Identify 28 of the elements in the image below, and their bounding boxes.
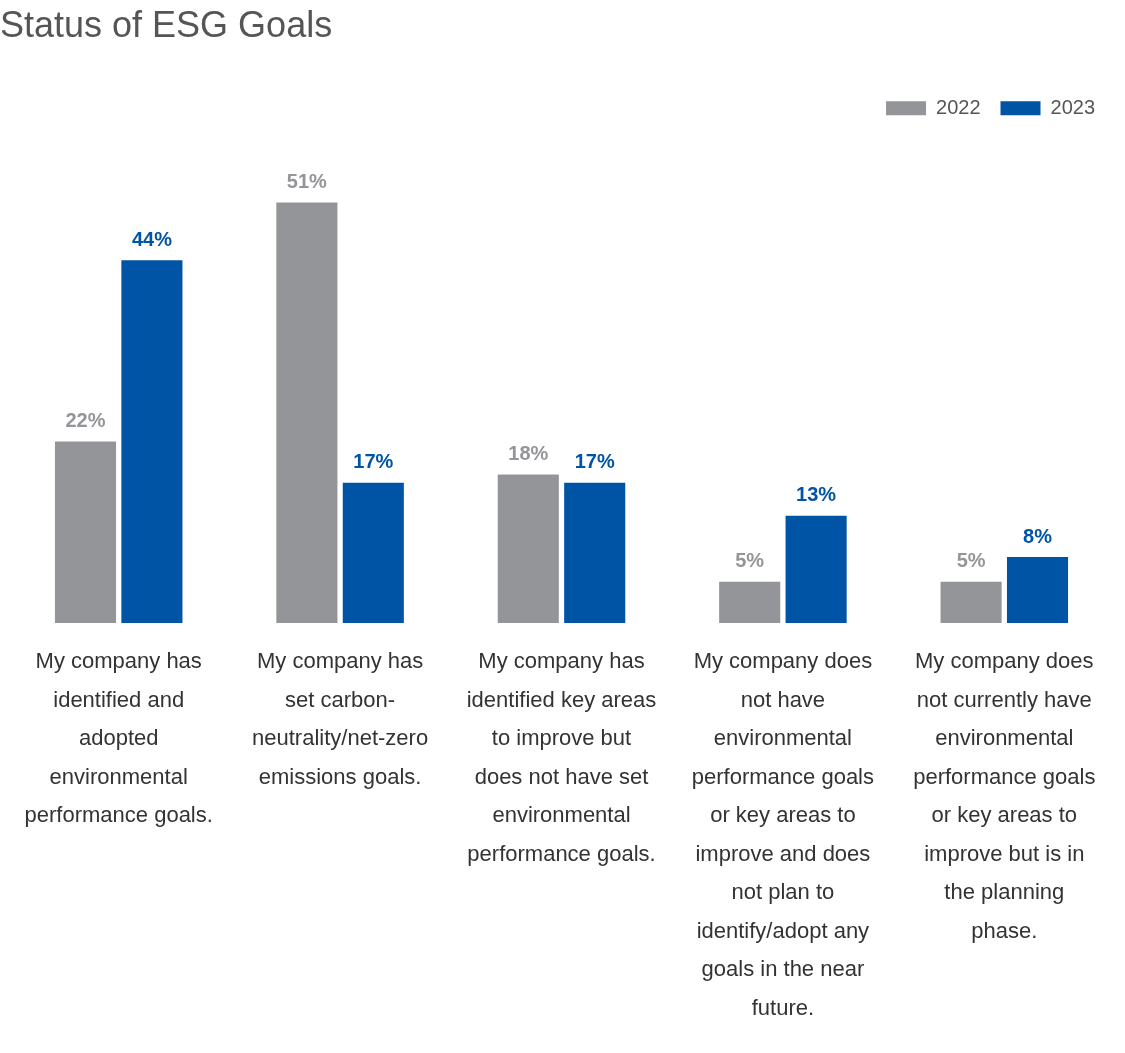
bar [564,482,626,623]
bar [121,260,183,623]
bar [940,581,1002,623]
data-label: 17% [353,450,394,473]
data-label: 13% [796,483,837,506]
data-label: 22% [65,409,106,432]
category-label: My company does not have environmental performance goals or key areas to improve and does not plan to identify/adopt any goals in the near future. [691,648,875,1020]
x-tick-label: My company has set carbon-neutrality/net-zero emissions goals. [252,648,429,789]
bar [497,474,559,623]
data-label: 44% [131,227,173,250]
data-label: 8% [1023,524,1053,547]
legend-label: 2022 [936,95,981,118]
data-label: 51% [286,169,328,192]
data-label: 18% [508,442,549,465]
x-tick-label: My company has identified and adopted environmental performance goals. [24,648,213,828]
bar [342,482,404,623]
bar [54,441,117,623]
bar [785,515,847,623]
x-tick-label: My company does not currently have environmental performance goals or key areas to improve but is in the planning phase. [913,648,1096,943]
data-label: 5% [735,549,765,572]
bar [719,581,781,623]
bar [276,202,338,623]
data-label: 17% [574,450,615,473]
bar [1006,557,1069,623]
chart-title: Status of ESG Goals [0,3,333,45]
legend-label: 2023 [1050,95,1096,118]
data-label: 5% [956,549,986,572]
x-tick-label: My company has identified key areas to improve but does not have set environmental performance goals. [466,648,657,866]
